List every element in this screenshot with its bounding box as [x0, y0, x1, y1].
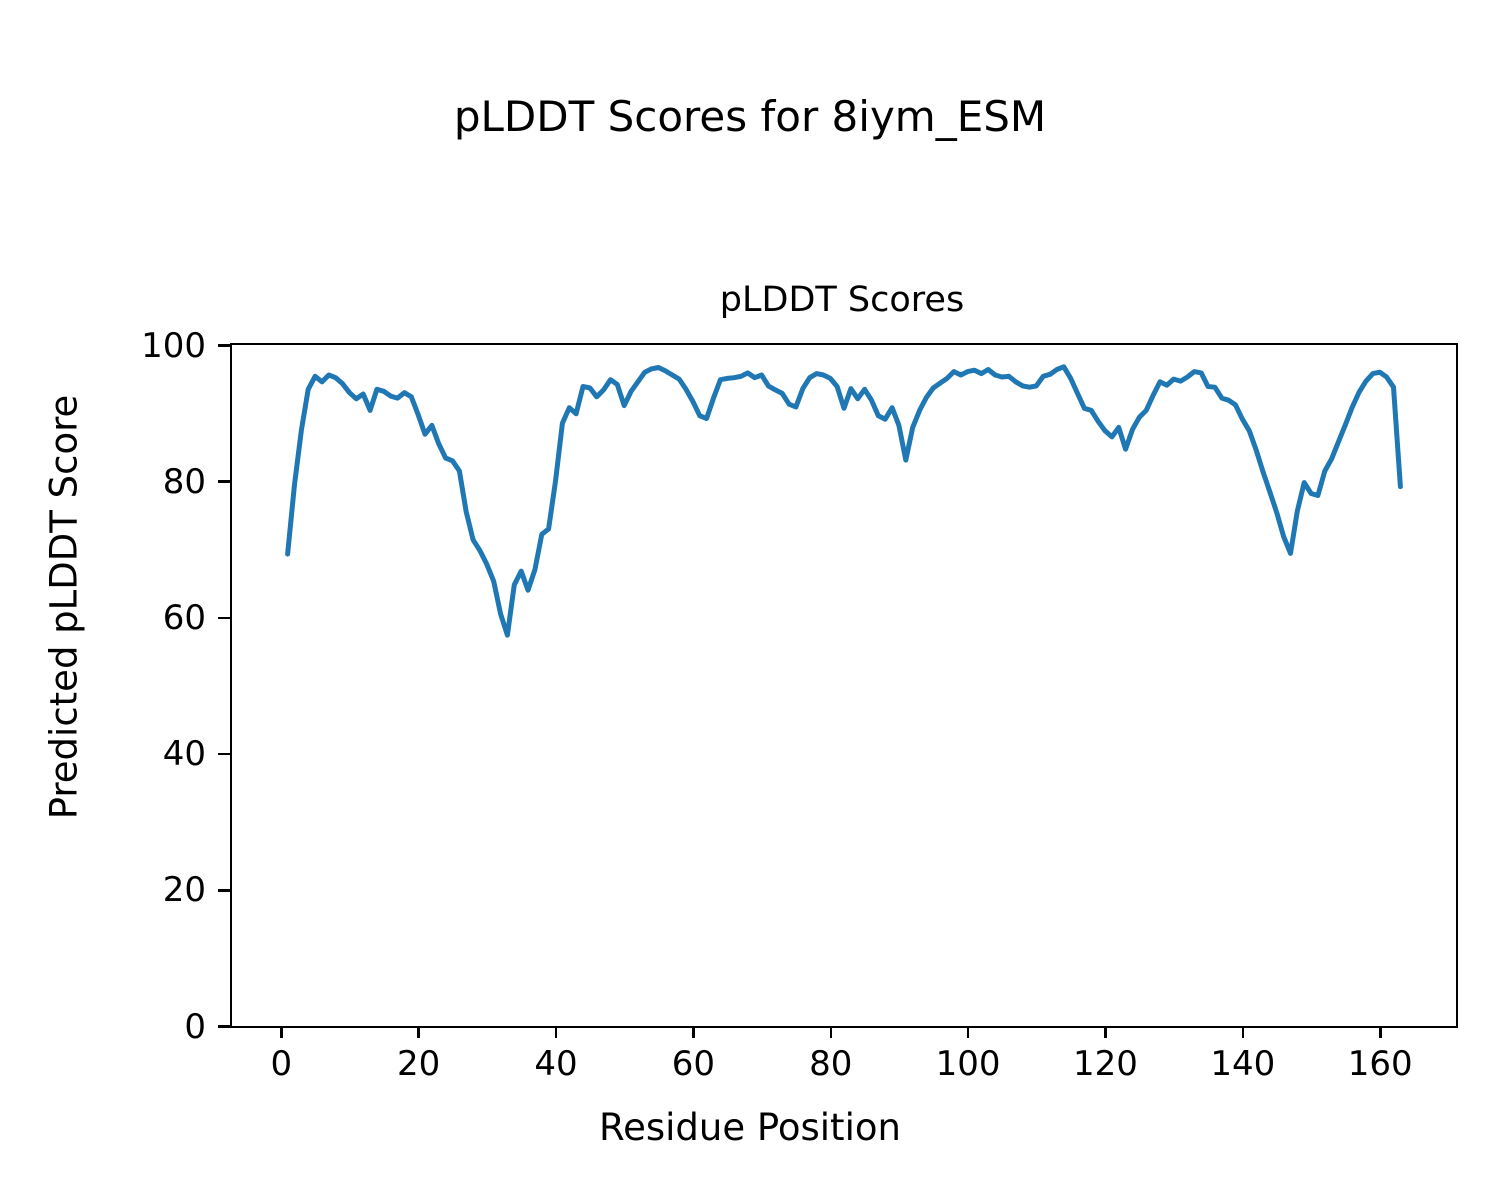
- y-tick-mark: [218, 616, 230, 620]
- x-tick-label: 80: [809, 1044, 853, 1084]
- plddt-line-chart: [285, 364, 1403, 638]
- y-tick-label: 40: [162, 734, 206, 775]
- x-tick-label: 60: [671, 1044, 715, 1084]
- y-tick-label: 20: [162, 870, 206, 911]
- x-tick-mark: [1104, 1026, 1107, 1038]
- x-tick-mark: [1379, 1026, 1382, 1038]
- y-tick-mark: [218, 1025, 230, 1028]
- y-tick-mark: [218, 889, 230, 892]
- x-tick-label: 40: [534, 1044, 578, 1084]
- y-tick-label: 60: [162, 597, 206, 638]
- y-tick-mark: [218, 752, 230, 756]
- x-tick-mark: [966, 1026, 970, 1038]
- x-tick-label: 120: [1073, 1044, 1138, 1084]
- y-tick-label: 80: [162, 461, 206, 502]
- x-tick-mark: [692, 1026, 695, 1038]
- x-tick-label: 160: [1347, 1044, 1413, 1084]
- x-tick-label: 0: [270, 1044, 293, 1084]
- y-tick-mark: [218, 344, 230, 347]
- axes-title: pLDDT Scores: [719, 280, 965, 320]
- plot-area: [230, 343, 1458, 1028]
- x-tick-mark: [554, 1026, 558, 1038]
- plddt-line-series: [285, 364, 1403, 638]
- x-tick-mark: [829, 1026, 832, 1038]
- x-tick-label: 20: [397, 1044, 441, 1084]
- x-tick-label: 140: [1210, 1044, 1276, 1084]
- x-tick-mark: [417, 1026, 420, 1038]
- y-tick-label: 0: [184, 1006, 206, 1047]
- x-tick-mark: [1241, 1026, 1245, 1038]
- y-tick-label: 100: [141, 325, 206, 366]
- x-tick-mark: [280, 1026, 283, 1038]
- y-axis-label: Predicted pLDDT Score: [42, 394, 86, 820]
- y-tick-mark: [218, 480, 230, 483]
- figure-title: pLDDT Scores for 8iym_ESM: [453, 92, 1047, 141]
- x-tick-label: 100: [935, 1044, 1001, 1084]
- x-axis-label: Residue Position: [599, 1106, 901, 1149]
